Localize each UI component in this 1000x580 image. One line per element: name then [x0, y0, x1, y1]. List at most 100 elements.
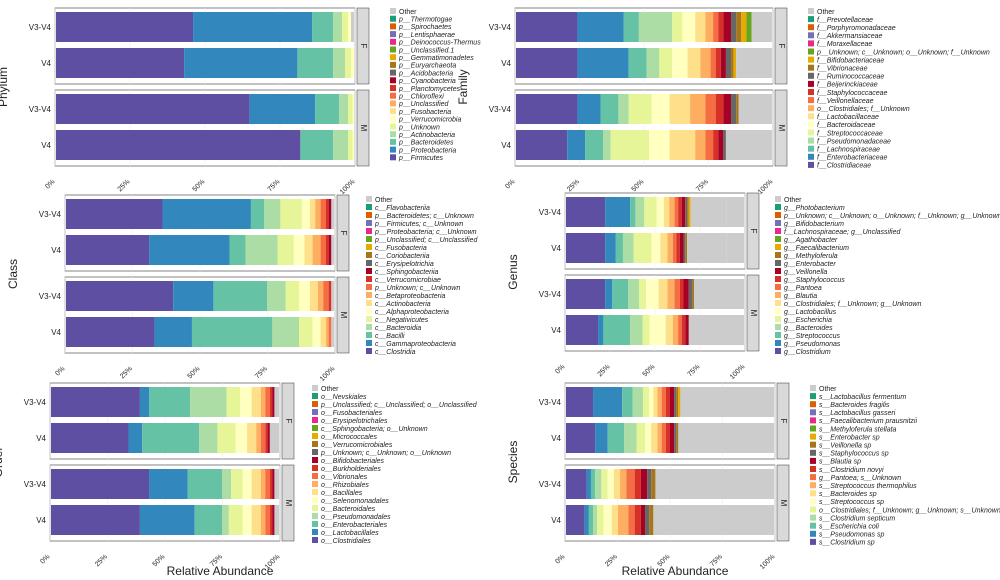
- stacked-bar-segment: [300, 130, 334, 160]
- legend-label: c__Sphingobacteria; o__Unknown: [321, 426, 428, 433]
- stacked-bar-segment: [269, 505, 273, 535]
- facet-strip: [776, 382, 790, 460]
- legend-label: o__Fusobacteriales: [321, 410, 383, 417]
- legend-label: o__Bacteroidales: [321, 506, 376, 513]
- stacked-bar-segment: [636, 423, 646, 453]
- x-tick-label: 50%: [642, 363, 657, 378]
- stacked-bar-segment: [228, 505, 243, 535]
- stacked-bar-segment: [710, 48, 716, 78]
- legend-swatch: [775, 324, 781, 330]
- legend-swatch: [775, 260, 781, 266]
- stacked-bar-segment: [694, 279, 728, 309]
- stacked-bar-segment: [272, 469, 275, 499]
- legend-swatch: [366, 228, 372, 234]
- legend-label: c__Verrucomicrobiae: [375, 277, 441, 284]
- legend-label: s__Faecalibacterium prausnitzii: [819, 418, 917, 425]
- legend-label: o__Bifidobacteriales: [321, 458, 385, 465]
- x-tick-label: 100%: [319, 365, 337, 383]
- stacked-bar-segment: [628, 505, 635, 535]
- stacked-bar-segment: [590, 469, 596, 499]
- legend-label: Other: [784, 197, 802, 204]
- legend-swatch: [808, 24, 814, 31]
- facet-label: F: [359, 44, 368, 49]
- legend-swatch: [808, 113, 814, 120]
- stacked-bar-segment: [352, 94, 354, 124]
- stacked-bar-segment: [142, 423, 200, 453]
- legend-swatch: [808, 48, 814, 55]
- legend-label: g__Bacteroides: [784, 325, 833, 332]
- stacked-bar-segment: [690, 197, 727, 227]
- stacked-bar-segment: [672, 12, 683, 42]
- legend-label: f__Prevotellaceae: [817, 17, 873, 24]
- stacked-bar-segment: [676, 233, 680, 263]
- legend-swatch: [366, 268, 372, 274]
- stacked-bar-segment: [304, 235, 313, 265]
- legend-label: g__Pantoea; s__Unknown: [819, 475, 901, 482]
- stacked-bar-segment: [688, 279, 693, 309]
- stacked-bar-segment: [56, 48, 185, 78]
- stacked-bar-segment: [274, 505, 279, 535]
- legend-swatch: [312, 441, 318, 447]
- stacked-bar-segment: [651, 233, 661, 263]
- legend-swatch: [312, 425, 318, 431]
- stacked-bar-segment: [325, 235, 329, 265]
- stacked-bar-segment: [348, 130, 353, 160]
- legend-swatch: [808, 40, 814, 47]
- legend-label: g__Escherichia: [784, 317, 832, 324]
- stacked-bar-segment: [222, 505, 229, 535]
- stacked-bar-segment: [656, 197, 664, 227]
- legend-label: s__Streptococcus sp: [819, 499, 884, 506]
- legend-label: f__Lactobacillaceae: [817, 114, 879, 121]
- stacked-bar-segment: [726, 233, 744, 263]
- stacked-bar-segment: [51, 387, 140, 417]
- stacked-bar-segment: [638, 12, 673, 42]
- stacked-bar-segment: [333, 12, 343, 42]
- stacked-bar-segment: [66, 199, 163, 229]
- legend-label: p__Planctomycetes: [398, 86, 461, 93]
- legend-swatch: [390, 38, 396, 45]
- stacked-bar-segment: [601, 469, 608, 499]
- stacked-bar-segment: [605, 233, 616, 263]
- legend-swatch: [366, 316, 372, 322]
- stacked-bar-segment: [139, 505, 195, 535]
- x-tick-label: 75%: [267, 178, 282, 193]
- stacked-bar-segment: [139, 387, 150, 417]
- stacked-bar-segment: [285, 281, 300, 311]
- legend-swatch: [810, 506, 816, 513]
- stacked-bar-segment: [331, 199, 334, 229]
- stacked-bar-segment: [687, 197, 689, 227]
- stacked-bar-segment: [351, 48, 354, 78]
- stacked-bar-segment: [265, 423, 268, 453]
- stacked-bar-segment: [325, 317, 329, 347]
- x-tick-label: 75%: [254, 365, 269, 380]
- stacked-bar-segment: [736, 94, 739, 124]
- stacked-bar-segment: [320, 199, 326, 229]
- legend-swatch: [390, 15, 396, 22]
- legend-label: g__Methyloferula: [784, 253, 838, 260]
- stacked-bar-segment: [622, 387, 633, 417]
- stacked-bar-segment: [328, 235, 332, 265]
- legend-swatch: [390, 146, 396, 153]
- x-tick-label: 25%: [117, 178, 132, 193]
- stacked-bar-segment: [272, 505, 275, 535]
- legend-swatch: [775, 244, 781, 250]
- legend-label: f__Enterobacteriaceae: [817, 155, 888, 162]
- stacked-bar-segment: [665, 387, 670, 417]
- facet-strip: [746, 192, 760, 270]
- legend-label: c__Actinobacteria: [375, 301, 431, 308]
- legend-label: Other: [399, 9, 417, 16]
- legend-label: c__Clostridia: [375, 349, 416, 356]
- legend-label: f__Veillonellaceae: [817, 98, 874, 105]
- legend-swatch: [810, 425, 816, 432]
- legend-label: g__Streptococcus: [784, 333, 841, 340]
- legend-label: o__Clostridiales; f__Unknown: [817, 106, 910, 113]
- legend-label: o__Selenomonadales: [321, 498, 389, 505]
- stacked-bar-segment: [331, 235, 334, 265]
- legend-swatch: [390, 154, 396, 161]
- legend-label: p__Unclassified; c__Unclassified; o__Unc…: [320, 402, 478, 409]
- legend-swatch: [366, 236, 372, 242]
- stacked-bar-segment: [567, 130, 586, 160]
- stacked-bar-segment: [660, 233, 668, 263]
- stacked-bar-segment: [661, 423, 666, 453]
- facet-strip: [776, 464, 790, 542]
